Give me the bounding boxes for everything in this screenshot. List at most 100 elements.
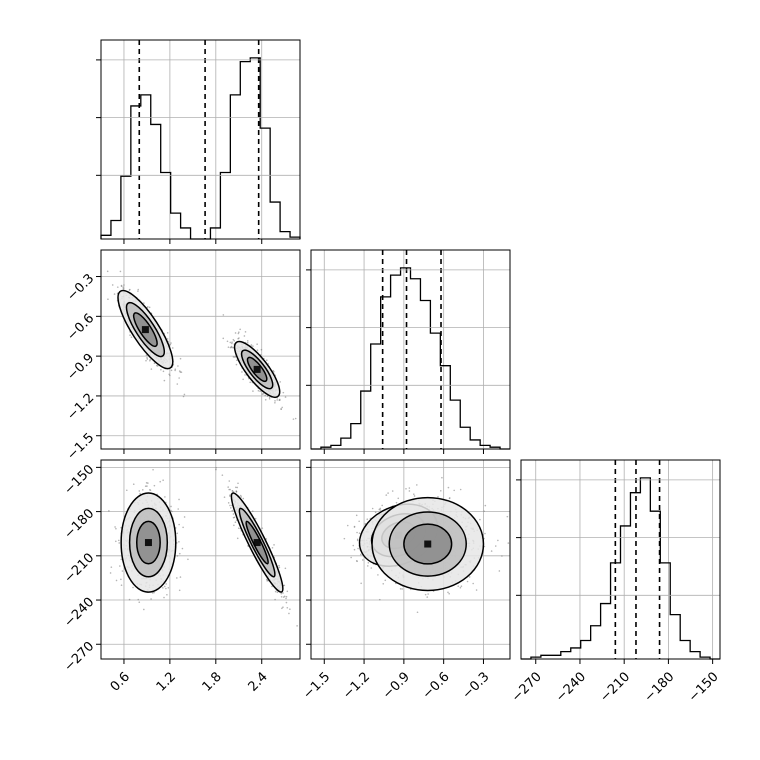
sample-point [357,547,359,550]
sample-point [137,288,140,291]
sample-point [265,578,268,581]
sample-point [280,592,283,595]
sample-point [226,340,229,343]
contour-line [240,349,274,390]
sample-point [241,371,243,373]
sample-point [374,511,377,514]
contour-line [233,340,281,399]
sample-point [413,493,415,495]
sample-point [447,486,450,489]
sample-point [215,468,217,471]
sample-point [117,539,120,542]
sample-point [355,514,358,517]
sample-point [382,582,385,585]
sample-point [242,497,245,500]
sample-point [178,523,180,526]
sample-point [506,515,509,518]
sample-point [356,538,359,541]
marginal-panel-0 [96,39,301,244]
sample-point [167,586,170,589]
sample-point [176,532,179,535]
sample-point [427,593,429,595]
sample-point [147,306,149,308]
y-tick-label: −0.9 [64,351,97,384]
sample-point [176,577,178,579]
sample-point [285,597,287,600]
sample-point [227,502,230,504]
panel-frame [100,459,301,660]
sample-point [162,370,165,373]
sample-point [416,611,419,614]
sample-point [288,612,290,615]
sample-point [231,342,233,345]
sample-point [106,270,109,273]
sample-point [284,567,287,570]
sample-point [230,507,232,509]
x-tick-label: −270 [509,669,545,705]
sample-point [281,406,283,409]
sample-point [346,524,349,527]
sample-point [246,340,249,342]
sample-point [141,489,144,491]
x-tick-label: −180 [642,669,678,705]
sample-point [259,390,261,393]
sample-point [109,572,112,574]
sample-point [490,550,493,552]
sample-point [223,496,226,498]
sample-point [457,585,460,587]
sample-point [139,492,141,495]
sample-point [278,564,280,567]
contour-line [388,511,467,577]
sample-point [235,363,238,366]
sample-point [356,531,358,534]
sample-point [234,521,237,523]
sample-point [178,498,180,501]
sample-point [162,587,164,589]
sample-point [371,507,374,510]
sample-point [163,585,166,588]
sample-point [155,364,158,367]
sample-point [408,490,411,492]
sample-point [149,359,151,362]
sample-point [278,399,281,402]
sample-point [370,567,373,569]
sample-point [166,332,169,334]
sample-point [401,588,403,590]
sample-point [231,489,234,492]
sample-point [274,590,277,593]
sample-point [484,504,487,507]
sample-point [494,545,497,547]
sample-point [163,379,166,382]
sample-point [177,508,180,510]
sample-point [274,400,276,402]
sample-point [170,509,172,512]
sample-point [240,496,243,498]
sample-point [250,344,253,346]
sample-point [395,501,398,504]
sample-point [244,331,247,333]
sample-point [448,592,450,595]
sample-point [178,552,181,555]
sample-point [285,601,288,604]
sample-point [360,582,362,585]
sample-point [238,331,240,333]
sample-point [497,539,499,542]
sample-point [405,487,407,490]
sample-point [283,595,286,598]
y-tick-label: −0.3 [64,271,97,304]
sample-point [387,492,389,494]
contour-line [120,492,177,593]
sample-point [238,337,240,339]
sample-point [437,495,439,498]
sample-point [276,399,279,401]
sample-point [266,359,268,362]
sample-point [484,532,486,535]
sample-point [280,595,283,598]
x-tick-label: −0.3 [460,669,493,702]
sample-point [282,391,285,394]
sample-point [146,356,148,359]
sample-point [356,560,358,563]
sample-point [384,579,387,582]
sample-point [242,378,244,381]
